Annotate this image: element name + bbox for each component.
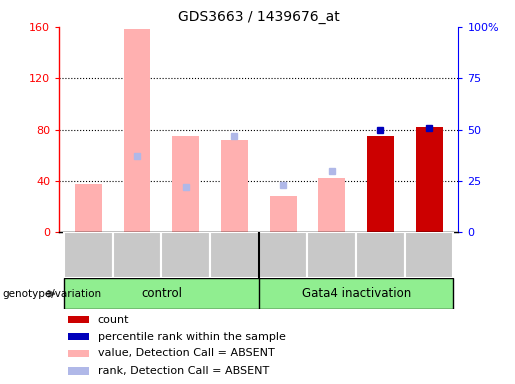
Bar: [356, 232, 405, 278]
Text: count: count: [98, 315, 129, 325]
Text: percentile rank within the sample: percentile rank within the sample: [98, 331, 286, 342]
Bar: [259, 232, 307, 278]
Bar: [68, 367, 89, 374]
Text: rank, Detection Call = ABSENT: rank, Detection Call = ABSENT: [98, 366, 269, 376]
Bar: [64, 232, 113, 278]
Bar: [318, 179, 345, 232]
Bar: [75, 184, 102, 232]
Bar: [307, 232, 356, 278]
Bar: [68, 350, 89, 357]
Text: Gata4 inactivation: Gata4 inactivation: [301, 287, 411, 300]
Title: GDS3663 / 1439676_at: GDS3663 / 1439676_at: [178, 10, 340, 25]
Bar: [367, 136, 394, 232]
Bar: [68, 316, 89, 323]
Bar: [210, 232, 259, 278]
Bar: [113, 232, 161, 278]
Bar: [68, 333, 89, 340]
Bar: [173, 136, 199, 232]
Bar: [124, 30, 150, 232]
Text: control: control: [141, 287, 182, 300]
Text: genotype/variation: genotype/variation: [3, 289, 101, 299]
Bar: [64, 278, 259, 309]
Bar: [405, 232, 454, 278]
Bar: [221, 140, 248, 232]
Bar: [161, 232, 210, 278]
Text: value, Detection Call = ABSENT: value, Detection Call = ABSENT: [98, 348, 274, 358]
Bar: [270, 196, 297, 232]
Bar: [416, 127, 442, 232]
Bar: [259, 278, 454, 309]
